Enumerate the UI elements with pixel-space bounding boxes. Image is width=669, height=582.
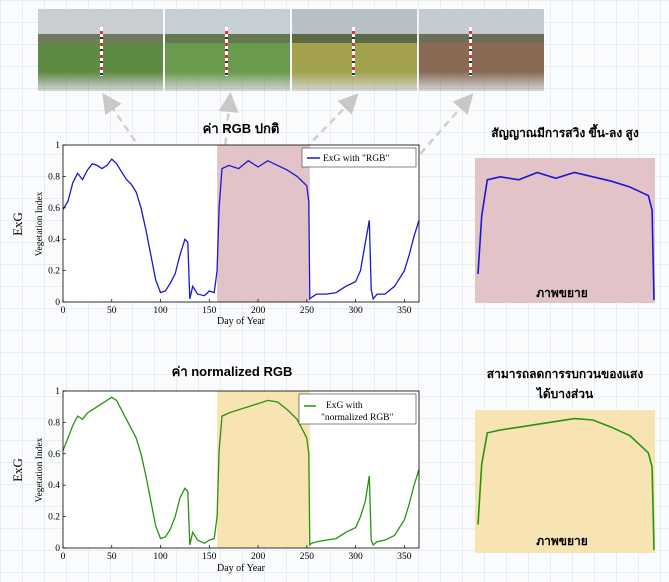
y-tick-label: 0.4 bbox=[48, 235, 60, 245]
x-tick-label: 50 bbox=[107, 306, 117, 316]
y-tick-label: 0.8 bbox=[48, 172, 60, 182]
field-photo-1 bbox=[38, 9, 163, 91]
x-tick-label: 350 bbox=[397, 306, 412, 316]
zoom-title-line-1: สามารถลดการรบกวนของแสง bbox=[487, 367, 644, 381]
legend-label: ExG with "RGB" bbox=[323, 154, 389, 164]
x-tick-label: 150 bbox=[202, 306, 217, 316]
x-tick-label: 50 bbox=[107, 552, 117, 562]
x-ticks: 0 50 100 150 200 250 300 350 bbox=[61, 299, 412, 316]
x-ticks: 0 50 100 150 200 250 300 350 bbox=[61, 545, 412, 562]
field-photo-4 bbox=[419, 9, 544, 91]
plot-frame bbox=[62, 390, 420, 549]
legend: ExG with "RGB" bbox=[301, 147, 417, 168]
chart-title: ค่า normalized RGB bbox=[172, 364, 293, 379]
highlight-region bbox=[217, 145, 310, 302]
highlight-region bbox=[217, 391, 310, 548]
x-tick-label: 300 bbox=[348, 552, 363, 562]
zoom-series-line bbox=[477, 417, 655, 551]
top-zoom-panel: สัญญาณมีการสวิง ขึ้น-ลง สูง ภาพขยาย bbox=[475, 123, 655, 303]
zoom-highlight-background bbox=[475, 410, 655, 553]
y-tick-label: 0.2 bbox=[48, 513, 60, 523]
x-axis-label: Day of Year bbox=[217, 316, 266, 327]
zoom-title-line-2: ได้บางส่วน bbox=[535, 386, 594, 401]
measuring-pole bbox=[225, 27, 228, 77]
legend: ExG with "normalized RGB" bbox=[298, 393, 417, 425]
exg-rgb-series-line bbox=[62, 158, 420, 301]
x-tick-label: 150 bbox=[202, 552, 217, 562]
y-tick-label: 0 bbox=[55, 544, 60, 554]
zoom-label: ภาพขยาย bbox=[536, 534, 588, 548]
y-tick-label: 0 bbox=[55, 298, 60, 308]
y-axis-label-outer: ExG bbox=[10, 458, 25, 482]
y-tick-label: 1 bbox=[55, 387, 60, 397]
legend-box bbox=[301, 147, 417, 168]
legend-label-line-1: ExG with bbox=[326, 401, 363, 411]
x-tick-label: 0 bbox=[61, 552, 66, 562]
y-tick-label: 1 bbox=[55, 141, 60, 151]
measuring-pole bbox=[100, 27, 103, 77]
x-tick-label: 100 bbox=[153, 552, 168, 562]
x-axis-label: Day of Year bbox=[217, 563, 266, 574]
legend-label-line-2: "normalized RGB" bbox=[321, 413, 394, 423]
bottom-zoom-panel: สามารถลดการรบกวนของแสง ได้บางส่วน ภาพขยา… bbox=[475, 367, 655, 553]
y-ticks: 0 0.2 0.4 0.6 0.8 1 bbox=[48, 141, 66, 308]
measuring-pole bbox=[352, 27, 355, 77]
top-chart: 0 0.2 0.4 0.6 0.8 1 0 50 100 150 200 250 300 350 ExG… bbox=[10, 121, 420, 327]
x-tick-label: 300 bbox=[348, 306, 363, 316]
x-tick-label: 100 bbox=[153, 306, 168, 316]
chart-title: ค่า RGB ปกติ bbox=[203, 121, 280, 136]
y-tick-label: 0.2 bbox=[48, 267, 60, 277]
y-tick-label: 0.6 bbox=[48, 204, 60, 214]
field-photo-3 bbox=[292, 9, 417, 91]
zoom-title: สัญญาณมีการสวิง ขึ้น-ลง สูง bbox=[491, 123, 639, 141]
x-tick-label: 200 bbox=[251, 306, 266, 316]
y-tick-label: 0.4 bbox=[48, 481, 60, 491]
photo-trees bbox=[419, 33, 544, 46]
x-tick-label: 250 bbox=[300, 552, 315, 562]
field-photo-2 bbox=[165, 9, 290, 91]
zoom-label: ภาพขยาย bbox=[536, 286, 588, 300]
x-tick-label: 350 bbox=[397, 552, 412, 562]
zoom-series-line bbox=[477, 171, 655, 301]
y-axis-label-inner: Vegetation Index bbox=[35, 437, 45, 502]
exg-normalized-series-line bbox=[62, 396, 420, 547]
y-axis-label-outer: ExG bbox=[10, 212, 25, 236]
photo-field bbox=[419, 43, 544, 91]
legend-box bbox=[298, 393, 417, 425]
x-tick-label: 200 bbox=[251, 552, 266, 562]
bottom-chart: 0 0.2 0.4 0.6 0.8 1 0 50 100 150 200 250 300 350 ExG… bbox=[10, 364, 420, 574]
x-tick-label: 0 bbox=[61, 306, 66, 316]
y-tick-label: 0.8 bbox=[48, 418, 60, 428]
zoom-highlight-background bbox=[475, 158, 655, 303]
measuring-pole bbox=[469, 27, 472, 77]
y-tick-label: 0.6 bbox=[48, 450, 60, 460]
y-axis-label-inner: Vegetation Index bbox=[35, 191, 45, 256]
plot-frame bbox=[62, 144, 420, 303]
x-tick-label: 250 bbox=[300, 306, 315, 316]
